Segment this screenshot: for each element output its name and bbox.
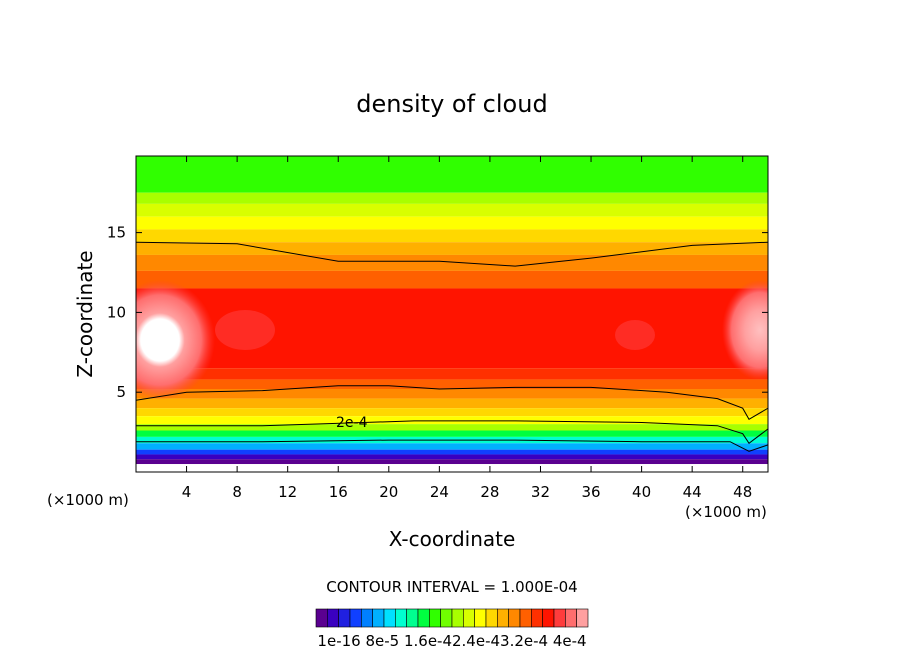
color-band xyxy=(136,242,768,255)
colorbar-cell xyxy=(565,608,577,628)
colorbar xyxy=(315,608,589,628)
color-band xyxy=(136,229,768,243)
colorbar-cell xyxy=(372,608,385,628)
x-tick-label: 16 xyxy=(329,483,348,501)
color-band xyxy=(136,254,768,271)
color-band xyxy=(136,459,768,465)
chart-title: density of cloud xyxy=(356,90,547,118)
plot-area xyxy=(136,156,768,472)
contour-lines xyxy=(136,241,768,452)
colorbar-cell xyxy=(576,608,589,628)
x-axis-ticks: 4 8 12 16 20 24 28 32 36 40 44 48 xyxy=(182,156,752,501)
colorbar-cell xyxy=(327,608,339,628)
colorbar-cell xyxy=(383,608,396,628)
y-axis-ticks: 5 10 15 xyxy=(107,224,768,401)
x-tick-label: 32 xyxy=(531,483,550,501)
contour-line xyxy=(136,241,768,267)
x-unit-right: (×1000 m) xyxy=(685,503,767,521)
colorbar-cell xyxy=(395,608,407,628)
colorbar-cell xyxy=(417,608,430,628)
colorbar-cell xyxy=(485,608,498,628)
contour-line xyxy=(136,439,768,452)
hotspot-center-left xyxy=(215,310,275,350)
colorbar-cell xyxy=(542,608,555,628)
color-band xyxy=(136,192,768,204)
colorbar-cell xyxy=(553,608,566,628)
color-band xyxy=(136,424,768,431)
y-tick-label: 10 xyxy=(107,303,126,321)
color-band xyxy=(136,443,768,450)
color-band xyxy=(136,203,768,217)
colorbar-cell xyxy=(361,608,373,628)
colorbar-cell xyxy=(349,608,362,628)
x-axis-label: X-coordinate xyxy=(389,527,516,551)
contour-interval-text: CONTOUR INTERVAL = 1.000E-04 xyxy=(326,578,577,596)
contour-line xyxy=(136,385,768,420)
y-axis-label: Z-coordinate xyxy=(73,250,97,377)
colorbar-cell xyxy=(474,608,487,628)
colorbar-cell xyxy=(315,608,328,628)
x-tick-label: 8 xyxy=(232,483,242,501)
x-unit-left: (×1000 m) xyxy=(47,491,129,509)
color-band xyxy=(136,430,768,437)
color-band xyxy=(136,389,768,399)
colorbar-cell xyxy=(406,608,419,628)
x-tick-label: 36 xyxy=(581,483,600,501)
x-tick-label: 40 xyxy=(632,483,651,501)
plot-frame xyxy=(135,155,769,473)
colorbar-cell xyxy=(338,608,351,628)
color-band xyxy=(136,416,768,425)
colorbar-cell xyxy=(531,608,543,628)
color-band xyxy=(136,156,768,193)
y-tick-label: 15 xyxy=(107,224,126,242)
colorbar-cell xyxy=(440,608,453,628)
x-tick-label: 20 xyxy=(379,483,398,501)
color-band xyxy=(136,449,768,455)
x-tick-label: 4 xyxy=(182,483,192,501)
colorbar-cell xyxy=(463,608,475,628)
contour-line xyxy=(136,420,768,445)
x-tick-label: 28 xyxy=(480,483,499,501)
colorbar-cell xyxy=(519,608,532,628)
x-tick-label: 12 xyxy=(278,483,297,501)
color-band xyxy=(136,398,768,409)
color-band xyxy=(136,216,768,230)
hotspot-left xyxy=(136,280,215,400)
contour-label: 2e-4 xyxy=(336,415,368,431)
color-bands xyxy=(136,156,768,472)
x-tick-label: 48 xyxy=(733,483,752,501)
color-band xyxy=(136,408,768,417)
color-band xyxy=(136,379,768,390)
colorbar-cell xyxy=(497,608,509,628)
hotspot-center-right xyxy=(615,320,655,350)
y-tick-label: 5 xyxy=(116,383,126,401)
colorbar-cell xyxy=(451,608,464,628)
color-band xyxy=(136,270,768,289)
x-tick-label: 24 xyxy=(430,483,449,501)
hotspot-right xyxy=(722,280,768,380)
colorbar-labels: 1e-16 8e-5 1.6e-42.4e-43.2e-4 4e-4 xyxy=(317,632,586,650)
x-tick-label: 44 xyxy=(683,483,702,501)
colorbar-cell xyxy=(429,608,441,628)
color-band xyxy=(136,454,768,460)
color-band xyxy=(136,368,768,380)
colorbar-cell xyxy=(508,608,521,628)
